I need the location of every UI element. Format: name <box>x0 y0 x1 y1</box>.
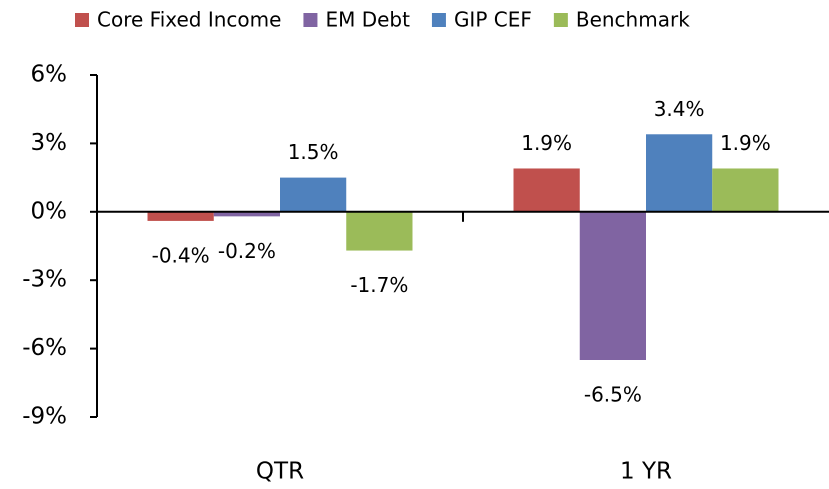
bar <box>280 177 347 212</box>
data-label: 3.4% <box>654 97 705 121</box>
y-tick-label: -9% <box>22 404 67 430</box>
data-label: 1.9% <box>720 131 771 155</box>
legend-swatch <box>303 13 318 27</box>
data-label: -0.4% <box>152 243 210 267</box>
bar <box>646 134 713 212</box>
y-tick-label: 6% <box>31 62 68 88</box>
x-tick-label: 1 YR <box>620 459 672 485</box>
y-tick-label: -6% <box>22 335 67 361</box>
bar <box>579 211 646 360</box>
legend-label: GIP CEF <box>454 8 532 32</box>
x-tick-label: QTR <box>256 459 304 485</box>
legend-swatch <box>75 13 89 27</box>
data-label: -6.5% <box>584 383 642 407</box>
y-tick-label: 3% <box>31 130 68 156</box>
data-label: -1.7% <box>350 273 408 297</box>
legend-label: Core Fixed Income <box>97 8 281 32</box>
data-label: 1.9% <box>521 131 572 155</box>
y-tick-label: -3% <box>22 267 67 293</box>
bar <box>712 168 779 212</box>
legend-swatch <box>431 13 446 27</box>
bar <box>213 211 280 217</box>
data-label: 1.5% <box>288 140 339 164</box>
data-label: -0.2% <box>218 239 276 263</box>
bar <box>147 211 214 221</box>
y-tick-label: 0% <box>31 198 68 224</box>
legend-label: Benchmark <box>576 8 690 32</box>
legend-label: EM Debt <box>325 8 410 32</box>
bar <box>346 211 413 251</box>
bar <box>513 168 580 212</box>
legend-swatch <box>553 13 568 27</box>
